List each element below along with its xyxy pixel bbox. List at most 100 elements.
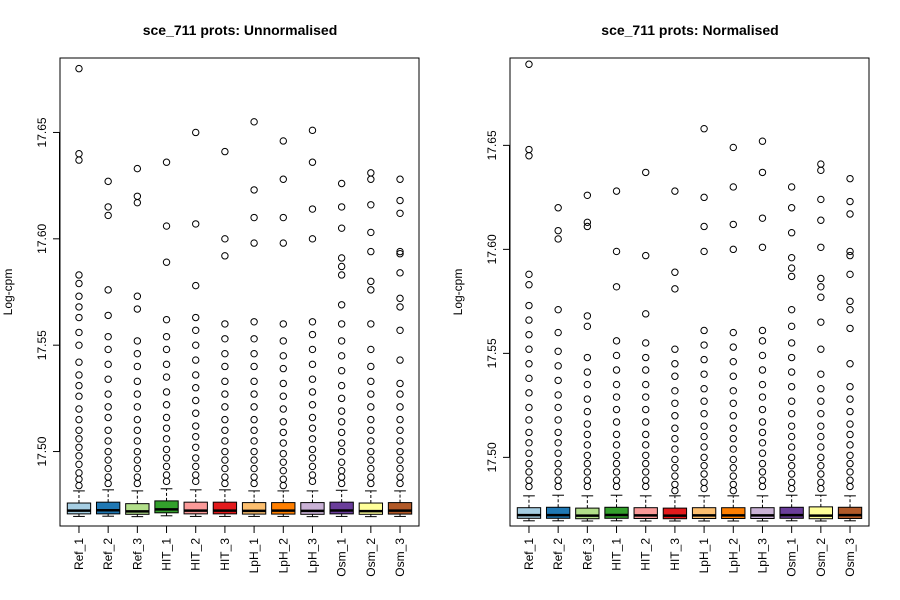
outlier-point — [700, 341, 708, 349]
outlier-point — [75, 303, 83, 311]
box-LpH_2 — [271, 137, 296, 517]
outlier-point — [758, 449, 767, 457]
outlier-point — [308, 330, 317, 339]
outlier-point — [192, 396, 200, 405]
outlier-point — [279, 418, 287, 426]
box-iqr — [125, 503, 150, 515]
box-iqr — [545, 506, 571, 519]
outlier-point — [642, 430, 650, 439]
outlier-point — [162, 373, 171, 381]
y-axis-label: Log-cpm — [1, 269, 15, 316]
box-iqr — [721, 507, 746, 520]
y-tick-label: 17.65 — [485, 130, 499, 160]
outlier-point — [729, 480, 737, 489]
outlier-point — [104, 375, 112, 383]
x-tick-label: Osm_2 — [814, 538, 828, 577]
outlier-point — [279, 137, 287, 145]
outlier-point — [133, 390, 142, 398]
outlier-point — [787, 264, 796, 272]
box-iqr — [358, 502, 384, 515]
outlier-point — [846, 420, 854, 428]
outlier-point — [133, 426, 142, 434]
outlier-point — [554, 305, 562, 314]
outlier-point — [162, 413, 171, 422]
panel-normalised: sce_711 prots: Normalised Log-cpm 17.50 … — [451, 22, 870, 577]
outlier-point — [192, 422, 200, 430]
outlier-point — [758, 439, 767, 447]
box-Ref_3 — [575, 191, 600, 522]
outlier-point — [671, 412, 679, 420]
outlier-point — [75, 415, 83, 424]
x-tick-label: Ref_3 — [580, 538, 594, 570]
outlier-point — [525, 330, 533, 339]
outlier-point — [221, 335, 229, 343]
chart-title: sce_711 prots: Normalised — [601, 22, 778, 38]
outlier-point — [729, 424, 737, 432]
outlier-point — [700, 397, 708, 405]
box-LpH_1 — [691, 125, 717, 522]
outlier-point — [583, 395, 592, 403]
outlier-point — [308, 477, 317, 486]
outlier-point — [367, 228, 375, 237]
outlier-point — [367, 403, 375, 411]
outlier-point — [846, 482, 854, 491]
outlier-point — [758, 459, 767, 468]
outlier-point — [729, 183, 737, 191]
outlier-point — [75, 426, 83, 434]
outlier-point — [817, 370, 825, 378]
outlier-point — [671, 434, 679, 443]
outlier-point — [396, 269, 404, 277]
outlier-point — [554, 459, 562, 468]
outlier-point — [525, 449, 533, 457]
y-tick-label: 17.60 — [485, 234, 499, 264]
outlier-point — [846, 305, 854, 314]
box-Osm_2 — [808, 160, 834, 522]
outlier-point — [396, 326, 404, 334]
outlier-point — [192, 443, 200, 451]
outlier-point — [671, 268, 679, 276]
outlier-point — [162, 462, 171, 471]
outlier-point — [396, 426, 404, 434]
outlier-point — [846, 476, 854, 484]
outlier-point — [642, 451, 650, 459]
box-iqr — [662, 507, 688, 520]
outlier-point — [758, 168, 767, 177]
outlier-point — [337, 271, 346, 279]
outlier-point — [729, 464, 737, 472]
outlier-point — [192, 326, 200, 334]
outlier-point — [250, 118, 258, 126]
outlier-point — [846, 395, 854, 403]
outlier-point — [162, 471, 171, 479]
outlier-point — [337, 381, 346, 390]
outlier-point — [75, 371, 83, 379]
outlier-point — [308, 413, 317, 422]
outlier-point — [308, 345, 317, 354]
outlier-point — [192, 477, 200, 486]
outlier-point — [700, 222, 708, 231]
outlier-point — [221, 464, 229, 473]
outlier-point — [583, 191, 592, 199]
outlier-point — [104, 211, 112, 220]
outlier-point — [337, 473, 346, 481]
outlier-point — [337, 407, 346, 415]
outlier-point — [308, 462, 317, 471]
outlier-point — [367, 390, 375, 398]
outlier-point — [279, 405, 287, 413]
outlier-point — [729, 220, 737, 229]
outlier-point — [817, 283, 825, 291]
box-Osm_3 — [837, 174, 863, 522]
outlier-point — [279, 392, 287, 400]
outlier-point — [250, 213, 258, 222]
outlier-point — [642, 418, 650, 426]
outlier-point — [104, 360, 112, 369]
outlier-point — [367, 473, 375, 481]
outlier-point — [308, 471, 317, 479]
outlier-point — [554, 362, 562, 370]
outlier-point — [133, 464, 142, 473]
outlier-point — [192, 384, 200, 392]
outlier-point — [846, 324, 854, 333]
outlier-point — [367, 479, 375, 488]
outlier-point — [612, 482, 621, 491]
outlier-point — [642, 482, 650, 491]
outlier-point — [308, 235, 317, 243]
